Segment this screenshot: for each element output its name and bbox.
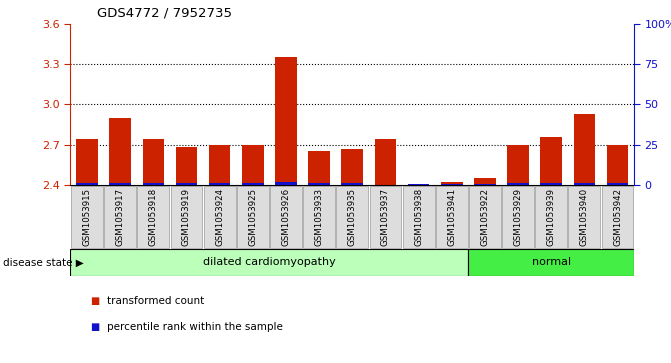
Text: transformed count: transformed count: [107, 296, 205, 306]
Text: GSM1053926: GSM1053926: [281, 188, 291, 246]
Text: GSM1053937: GSM1053937: [381, 188, 390, 246]
Bar: [275, 182, 297, 185]
Text: GSM1053938: GSM1053938: [414, 188, 423, 246]
Bar: [507, 183, 529, 185]
Bar: [237, 186, 268, 248]
Text: GSM1053933: GSM1053933: [315, 188, 323, 246]
Text: ■: ■: [91, 322, 100, 332]
Bar: [138, 186, 169, 248]
Bar: [574, 183, 595, 185]
Bar: [109, 183, 131, 185]
Bar: [607, 145, 628, 185]
Bar: [275, 57, 297, 185]
Bar: [374, 139, 396, 185]
Bar: [474, 178, 496, 185]
Text: GSM1053942: GSM1053942: [613, 188, 622, 246]
Bar: [242, 145, 264, 185]
Bar: [104, 186, 136, 248]
Bar: [342, 149, 363, 185]
Text: disease state ▶: disease state ▶: [3, 257, 84, 267]
Bar: [568, 186, 601, 248]
Text: GDS4772 / 7952735: GDS4772 / 7952735: [97, 7, 232, 20]
Bar: [71, 186, 103, 248]
Text: percentile rank within the sample: percentile rank within the sample: [107, 322, 283, 332]
Bar: [607, 183, 628, 185]
Bar: [309, 183, 330, 185]
Text: GSM1053924: GSM1053924: [215, 188, 224, 246]
Text: GSM1053922: GSM1053922: [480, 188, 489, 246]
Bar: [535, 186, 567, 248]
Bar: [76, 183, 98, 185]
Bar: [602, 186, 633, 248]
Text: dilated cardiomyopathy: dilated cardiomyopathy: [203, 257, 336, 267]
Bar: [342, 183, 363, 185]
Text: GSM1053925: GSM1053925: [248, 188, 257, 246]
Bar: [336, 186, 368, 248]
Bar: [309, 151, 330, 185]
Bar: [370, 186, 401, 248]
Text: GSM1053929: GSM1053929: [513, 188, 523, 246]
Bar: [109, 118, 131, 185]
Bar: [403, 186, 435, 248]
Bar: [142, 139, 164, 185]
Bar: [469, 186, 501, 248]
Bar: [574, 114, 595, 185]
Bar: [70, 249, 468, 276]
Bar: [270, 186, 302, 248]
Bar: [242, 183, 264, 185]
Bar: [436, 186, 468, 248]
Bar: [142, 183, 164, 185]
Bar: [303, 186, 335, 248]
Bar: [204, 186, 236, 248]
Text: GSM1053940: GSM1053940: [580, 188, 589, 246]
Text: GSM1053915: GSM1053915: [83, 188, 91, 246]
Bar: [474, 184, 496, 185]
Text: GSM1053941: GSM1053941: [448, 188, 456, 246]
Bar: [441, 183, 462, 185]
Text: GSM1053935: GSM1053935: [348, 188, 357, 246]
Bar: [540, 183, 562, 185]
Text: GSM1053919: GSM1053919: [182, 188, 191, 246]
Bar: [209, 145, 230, 185]
Text: GSM1053917: GSM1053917: [115, 188, 125, 246]
Bar: [76, 139, 98, 185]
Text: GSM1053939: GSM1053939: [547, 188, 556, 246]
Bar: [176, 183, 197, 185]
Bar: [441, 184, 462, 185]
Text: ■: ■: [91, 296, 100, 306]
Bar: [502, 186, 534, 248]
Text: normal: normal: [531, 257, 571, 267]
Bar: [408, 184, 429, 185]
Bar: [170, 186, 203, 248]
Bar: [468, 249, 634, 276]
Bar: [209, 183, 230, 185]
Bar: [176, 147, 197, 185]
Text: GSM1053918: GSM1053918: [149, 188, 158, 246]
Bar: [540, 136, 562, 185]
Bar: [507, 145, 529, 185]
